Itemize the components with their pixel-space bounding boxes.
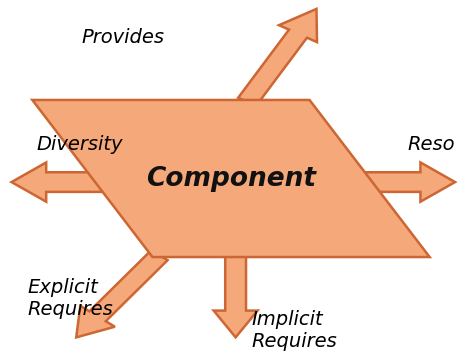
Text: Component: Component bbox=[146, 166, 316, 191]
Text: Diversity: Diversity bbox=[37, 135, 123, 154]
Polygon shape bbox=[76, 250, 168, 337]
Polygon shape bbox=[12, 162, 122, 202]
Polygon shape bbox=[32, 100, 430, 257]
Text: Explicit
Requires: Explicit Requires bbox=[28, 278, 114, 318]
Polygon shape bbox=[213, 255, 258, 337]
Polygon shape bbox=[340, 162, 455, 202]
Polygon shape bbox=[238, 9, 317, 106]
Text: Provides: Provides bbox=[81, 28, 164, 47]
Text: Reso: Reso bbox=[407, 135, 455, 154]
Text: Implicit
Requires: Implicit Requires bbox=[252, 310, 338, 351]
